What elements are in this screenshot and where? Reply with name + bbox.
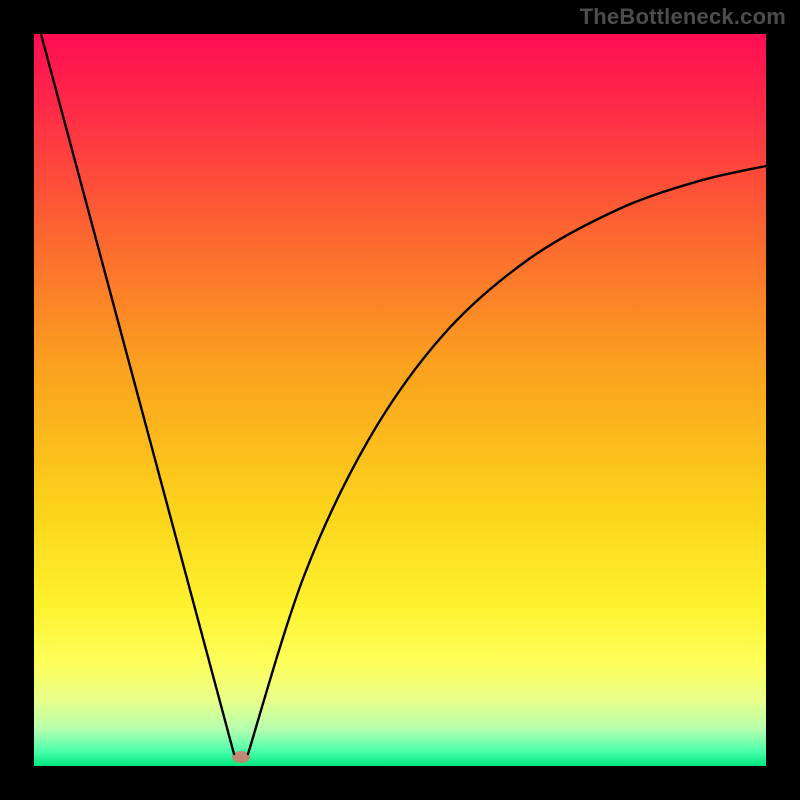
curve-left-branch <box>41 34 234 754</box>
curve-right-branch <box>248 166 766 754</box>
chart-frame: TheBottleneck.com <box>0 0 800 800</box>
plot-area <box>34 34 766 766</box>
watermark-text: TheBottleneck.com <box>580 4 786 30</box>
curve-layer <box>34 34 766 766</box>
